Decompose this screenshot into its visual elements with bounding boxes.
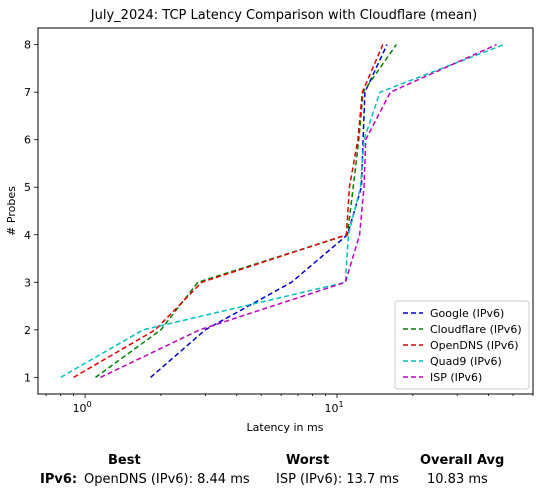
y-tick-label: 4 — [24, 229, 31, 242]
summary-table: Best Worst Overall Avg IPv6: OpenDNS (IP… — [0, 450, 541, 496]
summary-avg-value: 10.83 ms — [427, 472, 488, 487]
summary-header-avg: Overall Avg — [420, 453, 504, 468]
y-axis-label: # Probes — [5, 186, 18, 236]
latency-chart: July_2024: TCP Latency Comparison with C… — [0, 0, 541, 450]
series-line-google-ipv6 — [151, 45, 387, 378]
legend-label: OpenDNS (IPv6) — [430, 339, 519, 352]
y-tick-label: 8 — [24, 39, 31, 52]
summary-header-worst: Worst — [286, 453, 329, 468]
legend: Google (IPv6) Cloudflare (IPv6) OpenDNS (I… — [395, 301, 529, 389]
summary-row-label: IPv6: — [40, 472, 77, 487]
legend-label: ISP (IPv6) — [430, 371, 482, 384]
chart-title: July_2024: TCP Latency Comparison with C… — [90, 8, 477, 23]
summary-best-value: OpenDNS (IPv6): 8.44 ms — [84, 472, 250, 487]
y-tick-label: 2 — [24, 324, 31, 337]
y-tick-label: 6 — [24, 134, 31, 147]
x-axis-label: Latency in ms — [247, 421, 324, 434]
y-tick-label: 5 — [24, 181, 31, 194]
y-axis-ticks: 1 2 3 4 5 6 7 8 — [24, 39, 38, 385]
y-tick-label: 3 — [24, 276, 31, 289]
series-line-opendns-ipv6 — [74, 45, 383, 378]
legend-label: Cloudflare (IPv6) — [430, 323, 522, 336]
series-line-cloudflare-ipv6 — [96, 45, 397, 378]
x-tick-label: 101 — [324, 400, 343, 415]
x-tick-label: 100 — [73, 400, 92, 415]
summary-worst-value: ISP (IPv6): 13.7 ms — [276, 472, 399, 487]
x-axis-ticks: 100 101 — [46, 394, 533, 415]
legend-label: Quad9 (IPv6) — [430, 355, 502, 368]
y-tick-label: 1 — [24, 371, 31, 384]
y-tick-label: 7 — [24, 86, 31, 99]
summary-header-best: Best — [108, 453, 141, 468]
legend-label: Google (IPv6) — [430, 307, 504, 320]
